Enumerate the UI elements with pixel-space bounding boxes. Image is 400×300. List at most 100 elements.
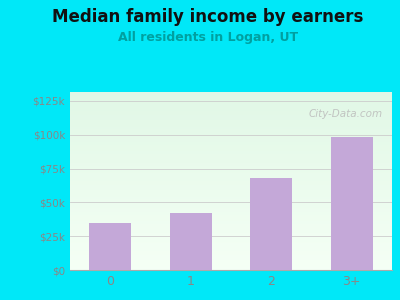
Bar: [70, 264, 392, 266]
Bar: [70, 188, 392, 190]
Bar: [70, 233, 392, 234]
Bar: [70, 127, 392, 129]
Bar: [70, 130, 392, 132]
Bar: [70, 268, 392, 270]
Bar: [70, 227, 392, 228]
Bar: [70, 200, 392, 202]
Bar: [70, 267, 392, 268]
Bar: [70, 260, 392, 261]
Bar: [70, 172, 392, 173]
Bar: [70, 242, 392, 243]
Bar: [70, 169, 392, 170]
Bar: [70, 135, 392, 136]
Bar: [70, 239, 392, 240]
Bar: [70, 251, 392, 252]
Bar: [70, 129, 392, 130]
Bar: [70, 106, 392, 108]
Text: All residents in Logan, UT: All residents in Logan, UT: [118, 32, 298, 44]
Bar: [70, 157, 392, 158]
Bar: [70, 118, 392, 120]
Bar: [70, 151, 392, 152]
Text: Median family income by earners: Median family income by earners: [52, 8, 364, 26]
Bar: [70, 132, 392, 133]
Bar: [70, 211, 392, 212]
Bar: [70, 154, 392, 155]
Bar: [70, 167, 392, 169]
Bar: [70, 199, 392, 200]
Bar: [70, 133, 392, 135]
Bar: [70, 164, 392, 166]
Bar: [70, 121, 392, 123]
Bar: [70, 138, 392, 139]
Bar: [70, 221, 392, 222]
Bar: [70, 231, 392, 233]
Bar: [70, 99, 392, 100]
Bar: [70, 105, 392, 106]
Bar: [70, 224, 392, 225]
Bar: [70, 141, 392, 142]
Bar: [70, 215, 392, 216]
Bar: [70, 98, 392, 99]
Bar: [70, 126, 392, 127]
Bar: [70, 261, 392, 262]
Bar: [170, 213, 212, 270]
Bar: [70, 111, 392, 112]
Bar: [70, 117, 392, 118]
Bar: [70, 179, 392, 181]
Bar: [70, 240, 392, 242]
Bar: [331, 137, 373, 270]
Bar: [70, 96, 392, 98]
Bar: [70, 175, 392, 176]
Bar: [70, 148, 392, 149]
Bar: [70, 266, 392, 267]
Bar: [70, 228, 392, 230]
Bar: [70, 163, 392, 164]
Bar: [70, 170, 392, 172]
Bar: [70, 249, 392, 251]
Bar: [70, 161, 392, 163]
Bar: [70, 176, 392, 178]
Text: City-Data.com: City-Data.com: [308, 110, 382, 119]
Bar: [70, 178, 392, 179]
Bar: [70, 206, 392, 208]
Bar: [70, 205, 392, 206]
Bar: [70, 234, 392, 236]
Bar: [70, 184, 392, 185]
Bar: [70, 191, 392, 193]
Bar: [70, 190, 392, 191]
Bar: [70, 108, 392, 110]
Bar: [70, 152, 392, 154]
Bar: [70, 230, 392, 231]
Bar: [70, 93, 392, 94]
Bar: [70, 196, 392, 197]
Bar: [70, 94, 392, 96]
Bar: [70, 193, 392, 194]
Bar: [70, 158, 392, 160]
Bar: [70, 185, 392, 187]
Bar: [70, 254, 392, 255]
Bar: [70, 202, 392, 203]
Bar: [70, 256, 392, 258]
Bar: [70, 218, 392, 219]
Bar: [70, 182, 392, 184]
Bar: [70, 166, 392, 167]
Bar: [70, 245, 392, 246]
Bar: [70, 123, 392, 124]
Bar: [70, 203, 392, 205]
Bar: [70, 262, 392, 264]
Bar: [70, 194, 392, 196]
Bar: [70, 225, 392, 227]
Bar: [70, 209, 392, 211]
Bar: [70, 219, 392, 221]
Bar: [70, 114, 392, 115]
Bar: [70, 110, 392, 111]
Bar: [70, 92, 392, 93]
Bar: [70, 208, 392, 209]
Bar: [70, 136, 392, 138]
Bar: [70, 155, 392, 157]
Bar: [70, 252, 392, 254]
Bar: [70, 246, 392, 248]
Bar: [70, 160, 392, 161]
Bar: [70, 124, 392, 126]
Bar: [70, 237, 392, 239]
